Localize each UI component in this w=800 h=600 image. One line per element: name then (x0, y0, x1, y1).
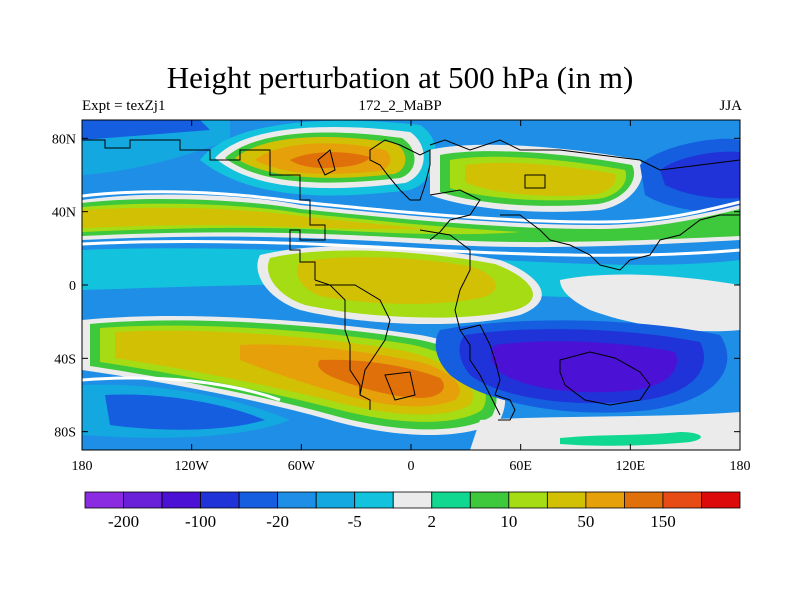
colorbar-swatch (123, 491, 163, 509)
colorbar-swatch (585, 491, 625, 509)
colorbar-swatch (624, 491, 664, 509)
contour-band (560, 274, 740, 332)
y-tick-label: 40N (52, 206, 76, 221)
colorbar-swatch (200, 491, 240, 509)
colorbar-swatch (277, 491, 317, 509)
colorbar (84, 491, 741, 509)
zero-contour (82, 376, 281, 402)
colorbar-label: -200 (108, 512, 139, 531)
season-label: JJA (719, 98, 742, 114)
colorbar-swatch (469, 491, 510, 509)
colorbar-label: 50 (577, 512, 594, 531)
colorbar-swatch (315, 491, 356, 509)
x-tick-label: 120E (616, 459, 646, 474)
colorbar-swatch (392, 491, 433, 509)
x-tick-label: 60W (288, 459, 316, 474)
colorbar-label: -5 (348, 512, 362, 531)
contour-band (560, 432, 701, 446)
contour-field (82, 120, 740, 450)
x-tick-label: 180 (730, 459, 751, 474)
y-tick-label: 80N (52, 132, 76, 147)
contour-band (490, 341, 677, 393)
colorbar-swatch (161, 491, 201, 509)
colorbar-label: 150 (650, 512, 676, 531)
contour-band (660, 151, 740, 199)
colorbar-swatch (431, 491, 471, 509)
x-tick-label: 180 (72, 459, 93, 474)
x-tick-label: 0 (408, 459, 415, 474)
y-tick-label: 0 (69, 279, 76, 294)
contour-band (465, 162, 616, 196)
y-tick-label: 80S (54, 426, 76, 441)
experiment-label: Expt = texZj1 (82, 98, 166, 114)
contour-band (290, 152, 370, 168)
colorbar-swatch (84, 491, 124, 509)
contour-band (296, 257, 497, 304)
colorbar-label: 10 (500, 512, 517, 531)
zero-contour (82, 190, 740, 224)
run-label: 172_2_MaBP (358, 98, 442, 114)
y-tick-label: 40S (54, 352, 76, 367)
colorbar-swatch (546, 491, 587, 509)
colorbar-swatch (238, 491, 279, 509)
axis-ticks (81, 120, 741, 450)
chart-title: Height perturbation at 500 hPa (in m) (166, 60, 634, 95)
colorbar-swatch (508, 491, 548, 509)
x-axis-labels: 180 120W 60W 0 60E 120E 180 (72, 459, 751, 474)
colorbar-labels: -200 -100 -20 -5 2 10 50 150 (108, 512, 676, 531)
x-tick-label: 60E (509, 459, 532, 474)
contour-band (82, 207, 430, 230)
colorbar-label: -100 (185, 512, 216, 531)
y-axis-labels: 80N 40N 0 40S 80S (52, 132, 76, 440)
colorbar-swatch (701, 491, 741, 509)
coastlines (82, 139, 740, 421)
contour-band (82, 120, 210, 140)
x-tick-label: 120W (175, 459, 210, 474)
colorbar-swatch (354, 491, 394, 509)
colorbar-swatch (662, 491, 702, 509)
contour-band (105, 394, 265, 430)
colorbar-label: -20 (266, 512, 289, 531)
colorbar-label: 2 (428, 512, 437, 531)
